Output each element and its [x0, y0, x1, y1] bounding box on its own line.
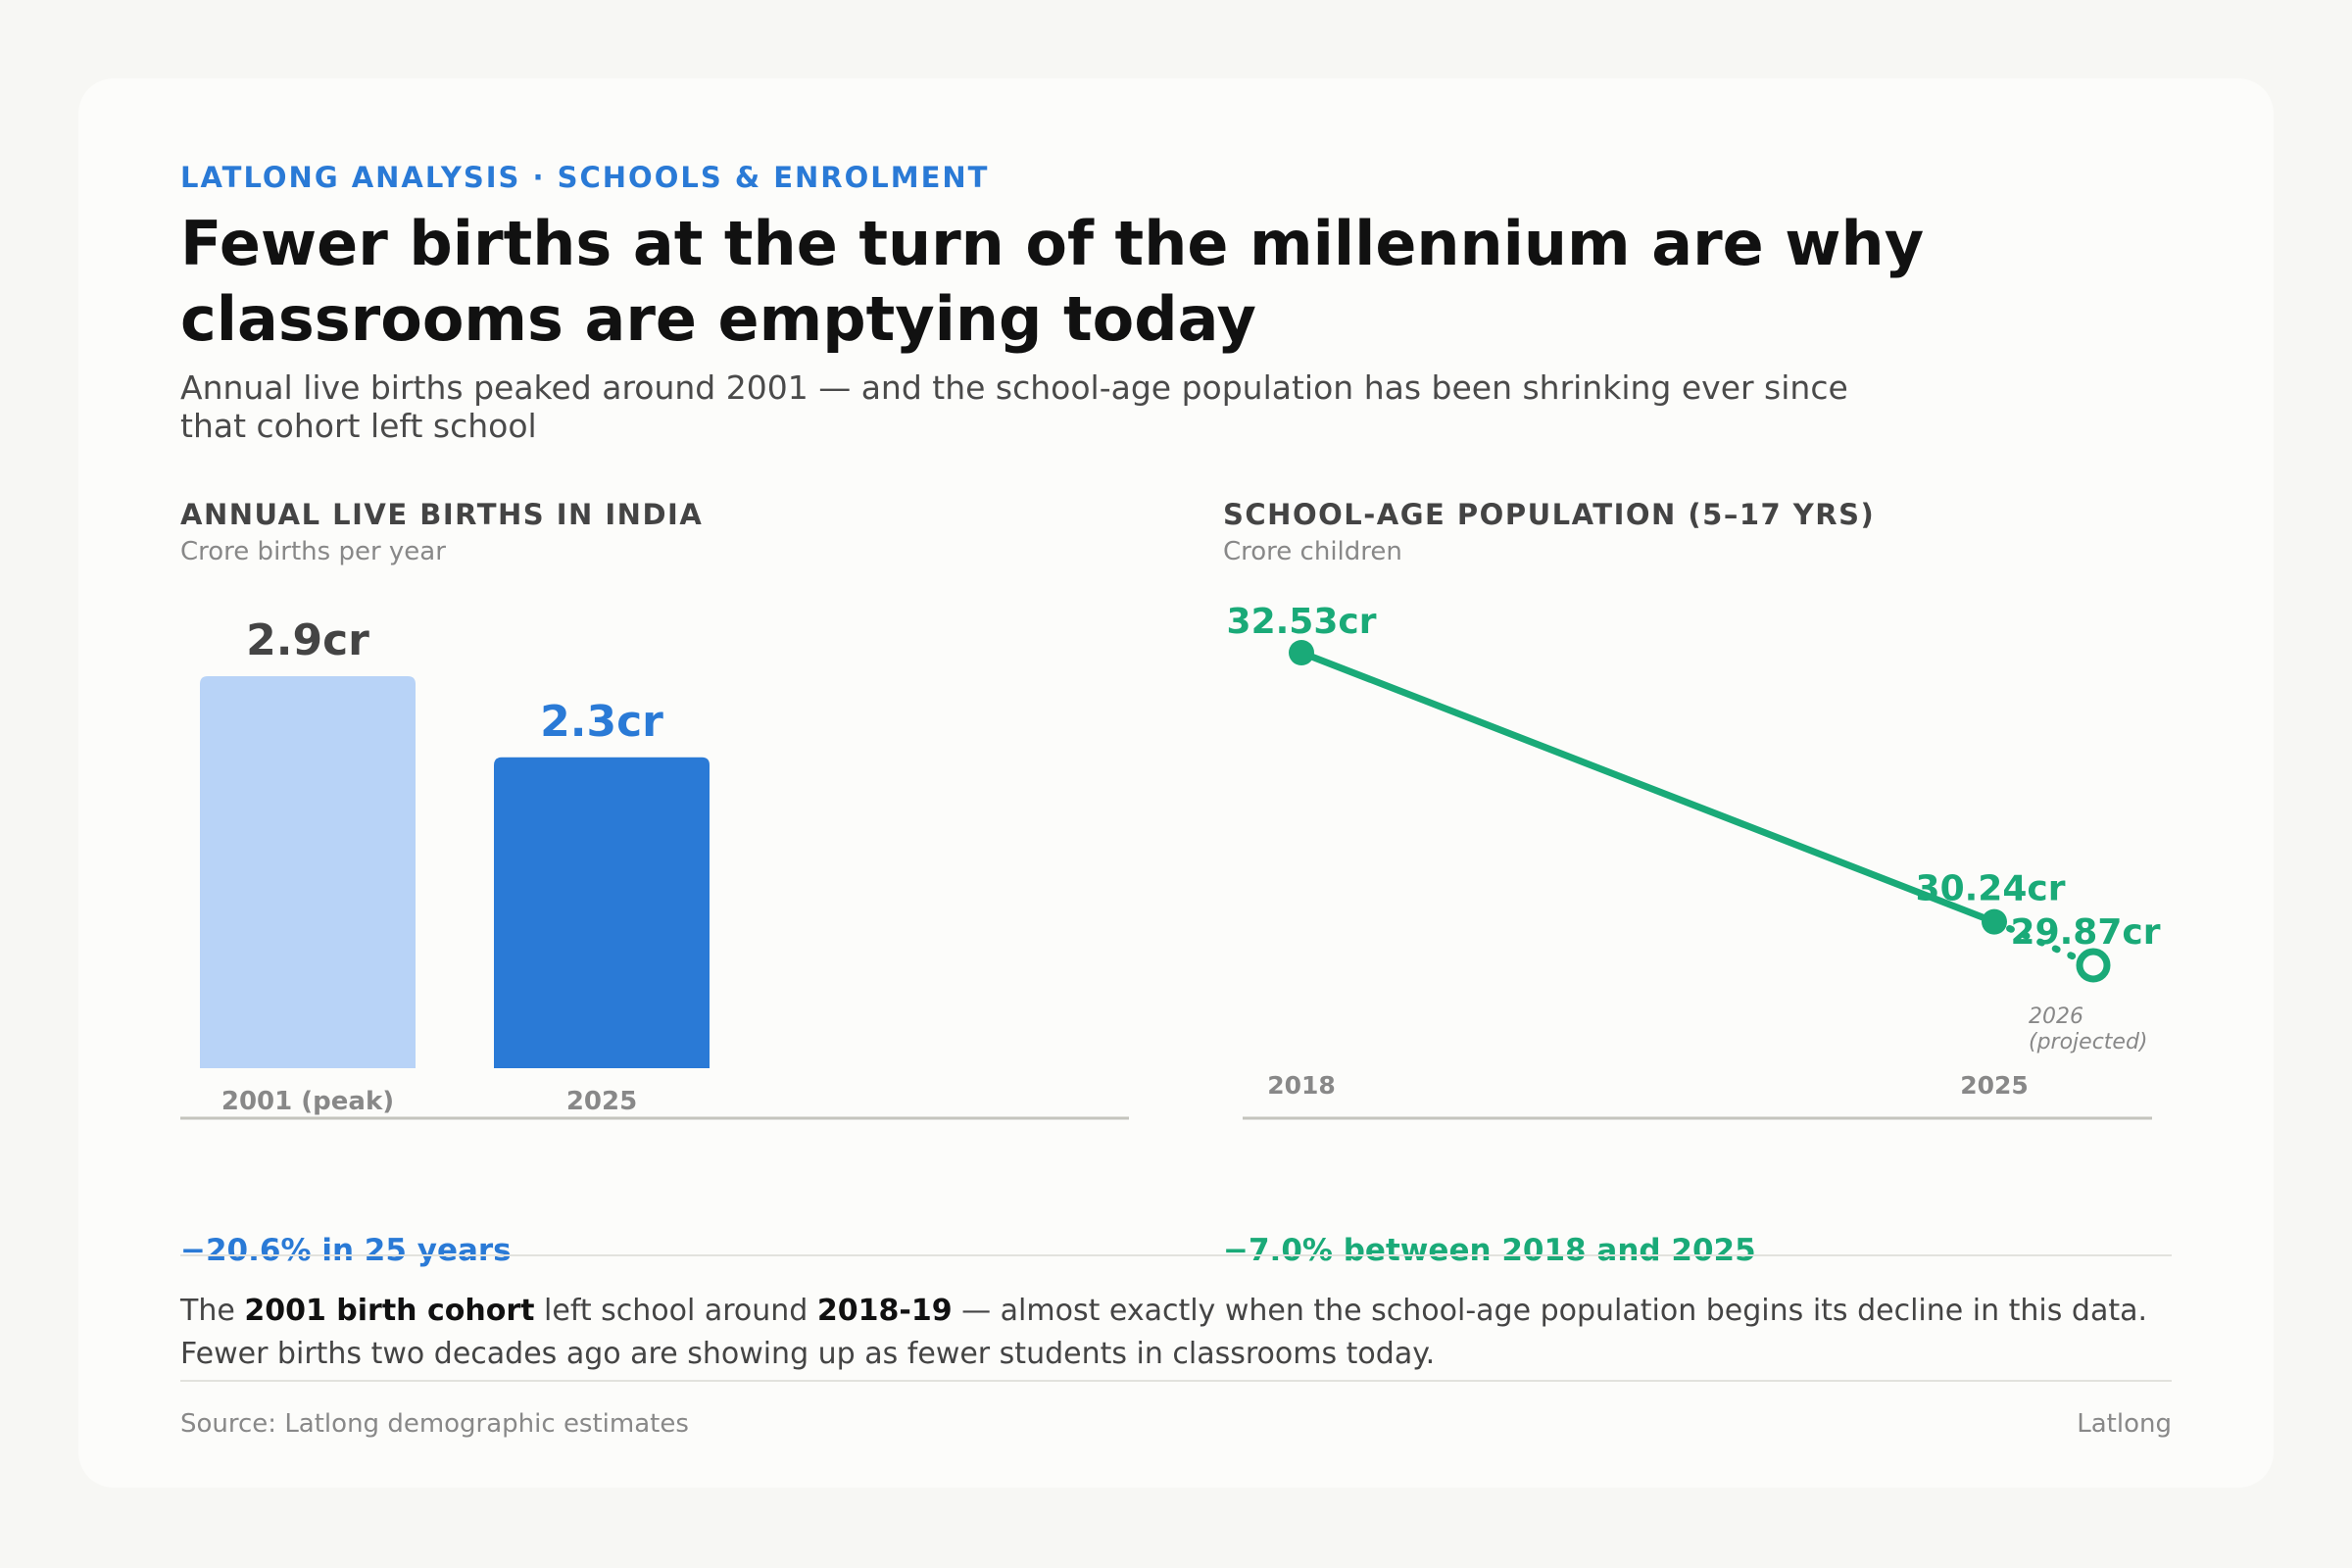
births-change-label: −20.6% in 25 years [180, 1233, 512, 1268]
population-value-label-2: 29.87cr [2011, 912, 2161, 953]
infographic-card: LATLONG ANALYSIS · SCHOOLS & ENROLMENT F… [78, 78, 2274, 1488]
population-chart-subtitle: Crore children [1223, 537, 1402, 566]
population-projected-line [1990, 918, 2097, 969]
population-x-label-2018: 2018 [1267, 1071, 1336, 1100]
population-value-label-1: 30.24cr [1916, 869, 2066, 909]
population-point-2025 [1982, 908, 2007, 935]
population-change-label: −7.0% between 2018 and 2025 [1223, 1233, 1756, 1268]
source-note: Source: Latlong demographic estimates [180, 1409, 689, 1439]
births-chart-subtitle: Crore births per year [180, 537, 446, 566]
note-bold-cohort: 2001 birth cohort [244, 1294, 535, 1328]
births-chart-title: ANNUAL LIVE BIRTHS IN INDIA [180, 498, 704, 531]
population-x-label-projected: (projected) [2029, 1030, 2148, 1054]
population-point-2026-projected [2076, 948, 2111, 983]
explanatory-note: The 2001 birth cohort left school around… [180, 1290, 2180, 1376]
note-text-start: The [180, 1294, 245, 1328]
note-text-end: — almost exactly when the school-age pop… [180, 1294, 2148, 1371]
population-x-label-2025: 2025 [1960, 1071, 2029, 1100]
bar-1 [494, 757, 710, 1068]
page-subtitle: Annual live births peaked around 2001 — … [180, 368, 1848, 445]
note-text-mid: left school around [534, 1294, 817, 1328]
kicker: LATLONG ANALYSIS · SCHOOLS & ENROLMENT [180, 161, 990, 194]
divider-bottom [180, 1380, 2172, 1382]
bar-value-label-1: 2.3cr [540, 697, 663, 747]
bar-category-label-1: 2025 [566, 1087, 637, 1116]
bar-value-label-0: 2.9cr [246, 615, 369, 665]
page-title: Fewer births at the turn of the millenni… [180, 208, 1925, 355]
bar-0 [200, 676, 416, 1068]
bar-category-label-0: 2001 (peak) [221, 1087, 394, 1116]
note-bold-years: 2018-19 [816, 1294, 953, 1328]
population-actual-line [1298, 649, 1998, 926]
divider-top [180, 1254, 2172, 1256]
population-x-label-2026: 2026 [2029, 1004, 2083, 1029]
population-value-label-0: 32.53cr [1227, 602, 1377, 642]
population-chart-title: SCHOOL-AGE POPULATION (5–17 YRS) [1223, 498, 1876, 531]
population-point-2018 [1289, 640, 1314, 665]
brand-label: Latlong [2077, 1409, 2172, 1439]
